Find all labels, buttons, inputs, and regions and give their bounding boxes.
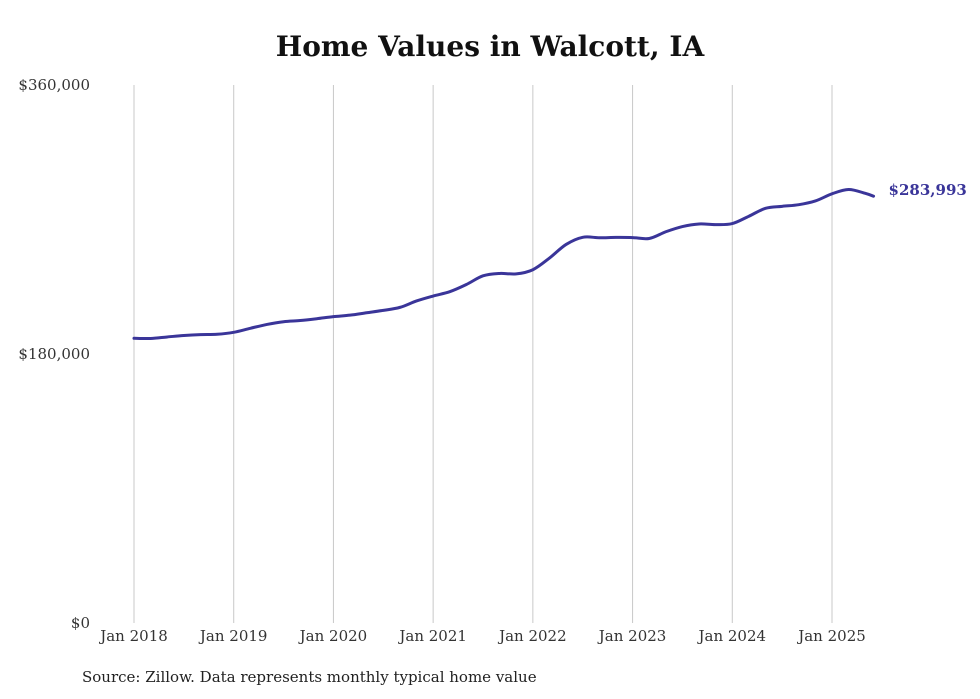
x-tick-label: Jan 2018 — [98, 627, 168, 645]
x-tick-label: Jan 2019 — [198, 627, 268, 645]
x-tick-label: Jan 2024 — [697, 627, 767, 645]
source-note: Source: Zillow. Data represents monthly … — [82, 668, 537, 686]
chart-title: Home Values in Walcott, IA — [275, 30, 705, 63]
x-tick-label: Jan 2023 — [597, 627, 667, 645]
y-tick-label: $0 — [71, 614, 90, 632]
series-line — [132, 187, 876, 341]
x-tick-label: Jan 2020 — [298, 627, 368, 645]
x-tick-label: Jan 2022 — [497, 627, 567, 645]
y-tick-label: $360,000 — [18, 76, 90, 94]
y-tick-label: $180,000 — [18, 345, 90, 363]
x-tick-label: Jan 2021 — [397, 627, 467, 645]
x-tick-label: Jan 2025 — [796, 627, 866, 645]
end-value-label: $283,993 — [889, 181, 967, 199]
